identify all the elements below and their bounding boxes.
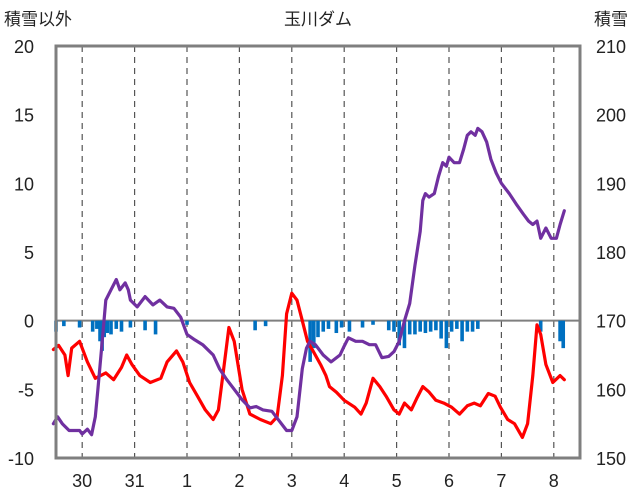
- precipitation-bar: [339, 320, 344, 328]
- x-tick-label: 1: [182, 471, 192, 491]
- precipitation-bar: [360, 320, 365, 328]
- precipitation-bar: [105, 320, 110, 334]
- right-tick-label: 200: [596, 106, 626, 126]
- precipitation-bar: [392, 320, 396, 332]
- precipitation-bar: [407, 320, 412, 335]
- precipitation-bar: [428, 320, 433, 332]
- x-tick-label: 4: [339, 471, 349, 491]
- precipitation-bar: [444, 320, 449, 349]
- precipitation-bar: [321, 320, 326, 332]
- precipitation-bar: [185, 320, 189, 325]
- precipitation-bar: [460, 320, 464, 342]
- precipitation-bar: [558, 320, 562, 342]
- precipitation-bar: [316, 320, 320, 338]
- precipitation-bar: [538, 320, 543, 332]
- precipitation-bar: [347, 320, 352, 332]
- right-tick-label: 190: [596, 174, 626, 194]
- precipitation-bar: [470, 320, 475, 332]
- precipitation-bar: [413, 320, 417, 335]
- right-tick-label: 160: [596, 380, 626, 400]
- x-tick-label: 31: [125, 471, 145, 491]
- precipitation-bar: [98, 320, 102, 342]
- precipitation-bar: [77, 320, 82, 328]
- plot-frame: [54, 44, 582, 460]
- left-axis-ticks: -10 -5 0 5 10 15 20: [8, 37, 34, 469]
- left-tick-label: 10: [14, 174, 34, 194]
- precipitation-bar: [153, 320, 158, 335]
- x-tick-label: 3: [287, 471, 297, 491]
- precipitation-bar: [62, 320, 66, 327]
- precipitation-bar: [114, 320, 119, 329]
- precipitation-bar: [434, 320, 438, 331]
- precipitation-bar: [449, 320, 454, 332]
- x-tick-label: 2: [234, 471, 244, 491]
- precipitation-bar: [386, 320, 391, 331]
- precipitation-bar: [263, 320, 268, 327]
- precipitation-bar: [109, 320, 113, 335]
- precipitation-bar: [423, 320, 428, 334]
- left-axis-label: 積雪以外: [4, 10, 72, 29]
- x-tick-label: 7: [496, 471, 506, 491]
- precipitation-bar: [119, 320, 124, 332]
- left-tick-label: -10: [8, 449, 34, 469]
- x-tick-label: 5: [392, 471, 402, 491]
- right-tick-label: 150: [596, 449, 626, 469]
- x-tick-label: 30: [72, 471, 92, 491]
- precipitation-bar: [326, 320, 331, 329]
- left-tick-label: 0: [24, 312, 34, 332]
- right-axis-label: 積雪: [594, 10, 628, 29]
- series-lines: [51, 126, 566, 439]
- right-tick-label: 180: [596, 243, 626, 263]
- precipitation-bar: [253, 320, 257, 331]
- precipitation-bar: [465, 320, 470, 332]
- snow-depth-line: [51, 126, 566, 437]
- x-tick-label: 8: [549, 471, 559, 491]
- precipitation-bar: [402, 320, 407, 349]
- chart-title: 玉川ダム: [284, 10, 352, 29]
- precipitation-bar: [95, 320, 99, 329]
- precipitation-bar: [476, 320, 480, 329]
- right-tick-label: 170: [596, 312, 626, 332]
- right-axis-ticks: 150 160 170 180 190 200 210: [596, 37, 626, 469]
- precipitation-bar: [128, 320, 133, 328]
- precipitation-bar: [561, 320, 566, 349]
- precipitation-bar: [334, 320, 339, 334]
- precipitation-bar: [90, 320, 95, 332]
- precipitation-bar: [439, 320, 443, 339]
- precipitation-bar: [418, 320, 422, 332]
- left-tick-label: 20: [14, 37, 34, 57]
- precipitation-bar: [397, 320, 402, 346]
- precipitation-bar: [371, 320, 375, 325]
- left-tick-label: -5: [18, 380, 34, 400]
- grid: [56, 46, 580, 458]
- precipitation-bar: [455, 320, 459, 329]
- precipitation-bar: [143, 320, 147, 331]
- x-axis-ticks: 30 31 1 2 3 4 5 6 7 8: [72, 471, 559, 491]
- right-tick-label: 210: [596, 37, 626, 57]
- left-tick-label: 15: [14, 106, 34, 126]
- temperature-line: [51, 291, 566, 439]
- left-tick-label: 5: [24, 243, 34, 263]
- precipitation-bar: [312, 320, 316, 349]
- x-tick-label: 6: [444, 471, 454, 491]
